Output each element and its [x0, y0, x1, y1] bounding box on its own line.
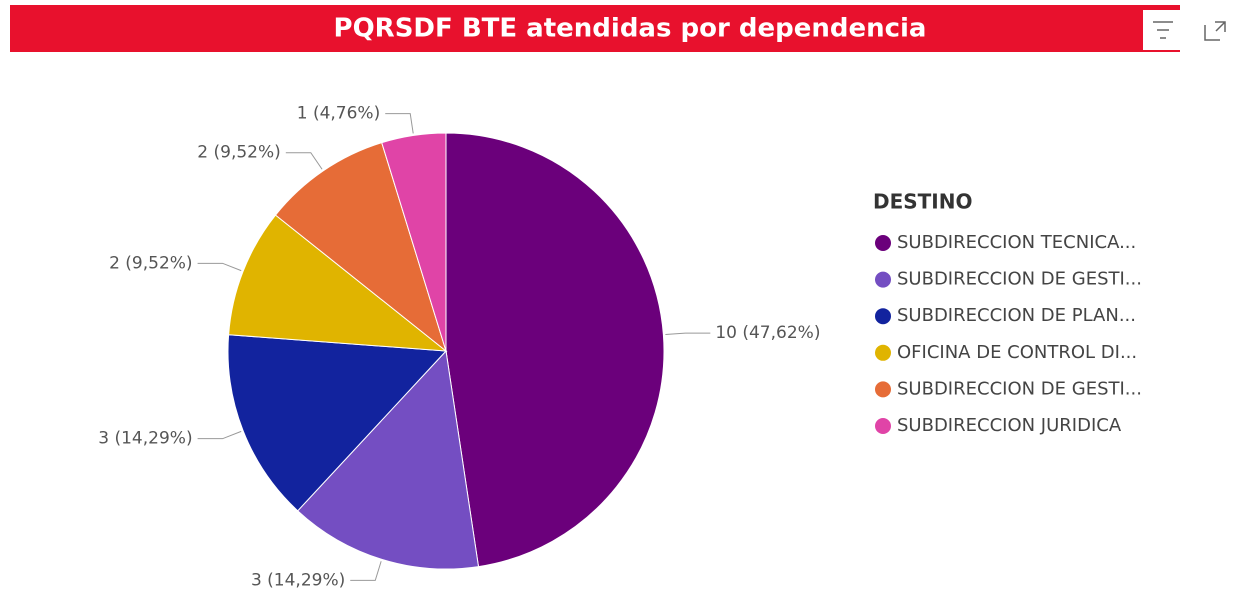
legend-marker: [875, 381, 891, 398]
legend-marker: [875, 418, 891, 434]
legend-label: SUBDIRECCION DE PLAN...: [897, 305, 1136, 326]
pie-slice: [227, 334, 448, 512]
pie-slice: [297, 349, 480, 570]
legend-label: SUBDIRECCION TECNICA...: [897, 232, 1136, 253]
leader-line: [197, 262, 242, 272]
legend-title: DESTINO: [873, 190, 973, 214]
legend-label: SUBDIRECCION DE GESTI...: [897, 378, 1142, 399]
pie-slice: [445, 132, 665, 568]
data-label: 3 (14,29%): [98, 429, 192, 449]
leader-line: [197, 430, 242, 440]
data-label: 2 (9,52%): [197, 143, 281, 163]
legend-label: OFICINA DE CONTROL DI...: [897, 342, 1137, 363]
legend-label: SUBDIRECCION DE GESTI...: [897, 269, 1142, 290]
leader-line: [285, 152, 323, 170]
data-label: 3 (14,29%): [251, 570, 345, 590]
legend-marker: [875, 235, 891, 251]
leader-line: [665, 332, 711, 336]
pie-slice: [381, 132, 447, 352]
pie-slice: [228, 214, 448, 352]
chart-title: PQRSDF BTE atendidas por dependencia: [334, 14, 927, 44]
filter-icon[interactable]: [1143, 10, 1183, 50]
data-label: 10 (47,62%): [715, 323, 820, 343]
leader-line: [385, 113, 414, 134]
leader-line: [350, 561, 382, 581]
legend-label: SUBDIRECCION JURIDICA: [897, 415, 1122, 436]
legend-marker: [875, 271, 891, 288]
data-label: 1 (4,76%): [297, 104, 381, 124]
legend-marker: [875, 308, 891, 325]
pie-slice: [274, 142, 447, 353]
header-bar: [10, 5, 1180, 52]
data-label: 2 (9,52%): [109, 253, 193, 273]
legend-marker: [875, 344, 891, 361]
focus-icon[interactable]: [1193, 10, 1233, 50]
